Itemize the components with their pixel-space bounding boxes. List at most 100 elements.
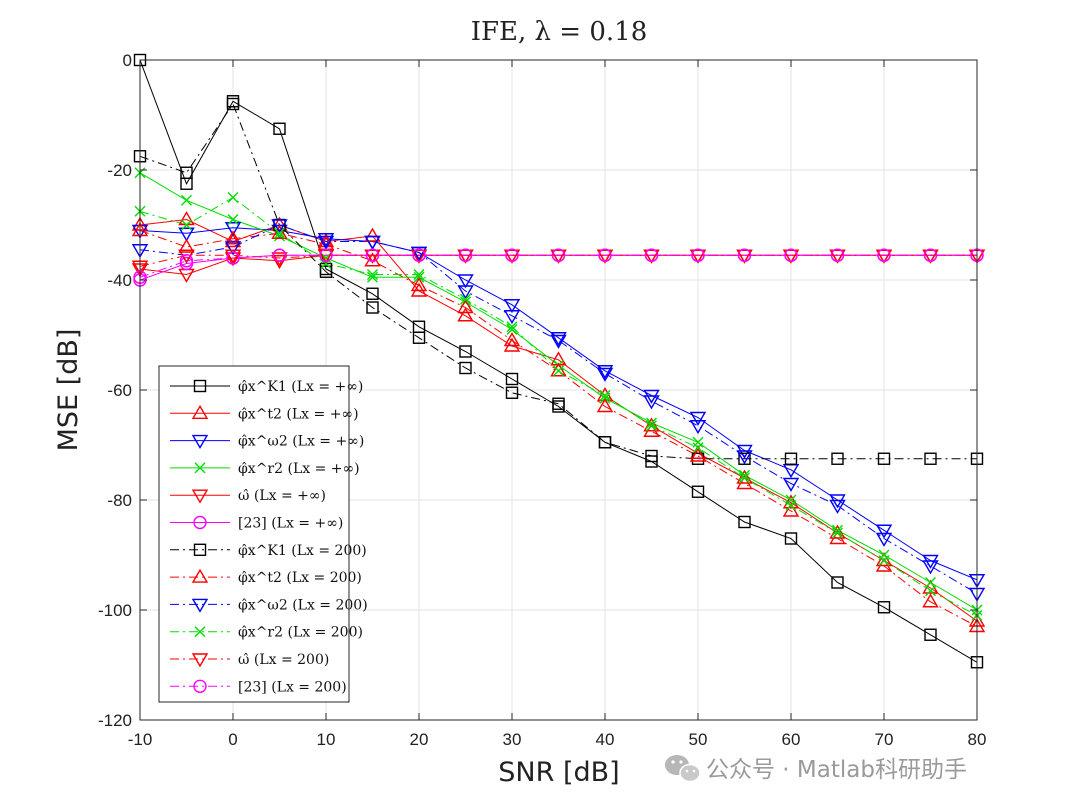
data-point: [413, 269, 425, 280]
data-point: [550, 332, 567, 347]
legend-marker: [193, 543, 207, 556]
data-point: [364, 235, 381, 250]
data-point: [923, 248, 938, 262]
data-point: [878, 555, 890, 566]
data-point: [506, 321, 518, 333]
data-point: [643, 249, 660, 264]
legend: φ̂x^K1 (Lx = +∞) φ̂x^t2 (Lx = +∞) φ̂x^ω2 (…: [158, 365, 368, 703]
data-point: [829, 524, 846, 539]
data-point: [271, 224, 288, 239]
legend-label: ω̂ (Lx = 200): [238, 652, 329, 668]
legend-marker: [194, 462, 206, 474]
data-point: [925, 577, 936, 588]
data-point: [224, 230, 242, 245]
data-point: [367, 271, 378, 283]
data-point: [875, 552, 893, 567]
series-line: [140, 60, 977, 663]
data-point: [227, 214, 239, 225]
data-point: [692, 436, 704, 448]
data-point: [181, 194, 192, 206]
data-point: [924, 452, 937, 465]
data-point: [736, 249, 753, 264]
data-point: [412, 248, 426, 262]
legend-label: φ̂x^K1 (Lx = 200): [238, 543, 367, 559]
data-point: [227, 192, 239, 203]
data-point: [410, 249, 428, 264]
data-point: [178, 227, 195, 242]
data-point: [459, 361, 472, 375]
data-point: [643, 417, 660, 432]
data-point: [226, 97, 240, 111]
data-point: [364, 227, 381, 242]
x-axis-label: SNR [dB]: [498, 757, 619, 788]
data-point: [830, 248, 845, 262]
x-tick-label: 0: [228, 730, 237, 749]
data-point: [410, 246, 428, 261]
data-point: [551, 248, 566, 262]
data-point: [645, 449, 658, 463]
legend-marker: [193, 515, 207, 530]
data-point: [505, 248, 519, 262]
data-point: [412, 331, 426, 344]
legend-label: φ̂x^ω2 (Lx = 200): [238, 597, 368, 613]
y-tick-label: 0: [123, 51, 132, 70]
data-point: [829, 530, 846, 545]
y-tick-label: -100: [98, 601, 132, 620]
data-point: [831, 452, 844, 465]
data-point: [689, 249, 707, 264]
data-point: [503, 332, 521, 347]
data-point: [689, 444, 707, 459]
data-point: [785, 494, 797, 506]
data-point: [503, 310, 521, 325]
legend-marker: [193, 679, 207, 693]
data-point: [782, 477, 800, 492]
data-point: [878, 549, 890, 561]
legend-label: ω̂ (Lx = +∞): [238, 488, 326, 504]
data-point: [224, 233, 242, 248]
data-point: [875, 524, 893, 539]
legend-marker: [191, 404, 209, 419]
y-tick-label: -20: [107, 161, 132, 180]
data-point: [503, 299, 521, 314]
data-point: [553, 365, 564, 377]
data-point: [739, 472, 750, 484]
data-point: [457, 299, 474, 314]
data-point: [457, 249, 474, 264]
x-tick-label: -10: [128, 730, 153, 749]
data-point: [922, 249, 939, 264]
data-point: [506, 324, 518, 335]
data-point: [875, 557, 893, 572]
data-point: [782, 502, 800, 517]
data-point: [552, 397, 565, 410]
data-point: [599, 390, 611, 401]
data-point: [689, 411, 707, 426]
data-point: [457, 307, 474, 322]
data-point: [829, 499, 846, 514]
data-point: [367, 269, 378, 280]
data-point: [271, 219, 288, 234]
data-point: [319, 248, 333, 262]
data-point: [550, 362, 567, 377]
series-markers: [131, 53, 986, 669]
data-point: [689, 447, 707, 462]
data-point: [737, 248, 752, 262]
data-point: [643, 422, 660, 437]
data-point: [877, 601, 891, 614]
data-point: [829, 249, 846, 264]
data-point: [596, 249, 614, 264]
legend-label: φ̂x^t2 (Lx = 200): [238, 570, 362, 586]
legend-label: φ̂x^ω2 (Lx = +∞): [238, 434, 364, 450]
data-point: [459, 345, 472, 358]
x-tick-label: 50: [689, 730, 708, 749]
y-tick-label: -40: [107, 271, 132, 290]
legend-marker: [191, 568, 209, 583]
data-point: [832, 527, 843, 539]
y-axis-label: MSE [dB]: [53, 329, 84, 452]
x-tick-label: 80: [968, 730, 987, 749]
data-point: [224, 222, 242, 237]
data-point: [925, 585, 936, 597]
data-point: [782, 249, 800, 264]
data-point: [785, 500, 797, 511]
data-point: [784, 532, 798, 545]
